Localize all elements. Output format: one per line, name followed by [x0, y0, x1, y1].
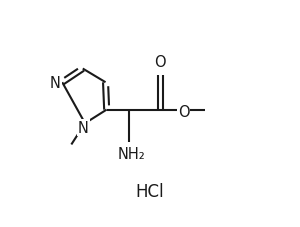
Text: N: N: [78, 120, 88, 135]
Text: NH₂: NH₂: [118, 146, 146, 161]
Text: HCl: HCl: [136, 182, 164, 200]
Text: O: O: [154, 55, 166, 70]
Text: N: N: [50, 75, 60, 90]
Text: O: O: [178, 105, 190, 120]
